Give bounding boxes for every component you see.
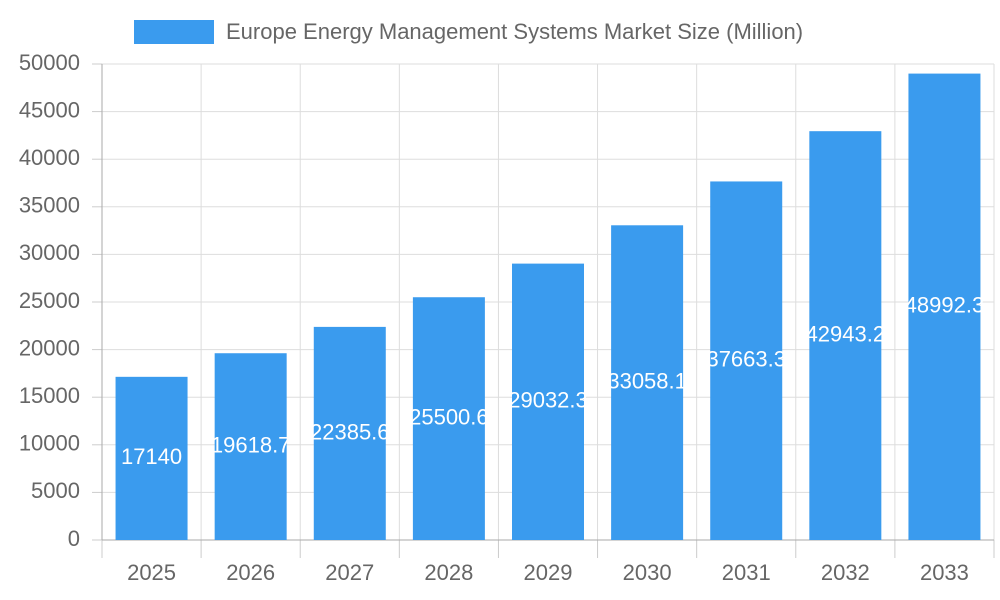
x-tick-label: 2031 [722,560,771,585]
x-tick-label: 2028 [424,560,473,585]
y-tick-label: 25000 [19,288,80,313]
bar [412,297,485,540]
x-tick-label: 2032 [821,560,870,585]
x-tick-label: 2026 [226,560,275,585]
x-tick-label: 2027 [325,560,374,585]
bar [710,181,783,541]
x-tick-label: 2025 [127,560,176,585]
y-tick-label: 40000 [19,145,80,170]
bar [313,326,386,540]
bar [512,263,584,540]
x-tick-label: 2030 [623,560,672,585]
legend-label: Europe Energy Management Systems Market … [226,19,803,44]
x-tick-label: 2029 [524,560,573,585]
value-label: 17140 [121,444,182,469]
bar [611,225,684,541]
value-label: 37663.3 [706,347,786,372]
value-label: 22385.6 [310,419,390,444]
bar [214,353,287,540]
y-tick-label: 35000 [19,193,80,218]
y-tick-label: 0 [68,526,80,551]
value-label: 25500.6 [409,404,489,429]
value-label: 42943.2 [806,321,886,346]
y-tick-label: 45000 [19,97,80,122]
y-tick-label: 20000 [19,335,80,360]
bar [908,73,981,540]
value-label: 29032.3 [508,388,588,413]
y-tick-label: 5000 [31,478,80,503]
y-tick-label: 50000 [19,50,80,75]
value-label: 33058.1 [607,368,687,393]
value-label: 19618.7 [211,432,291,457]
y-tick-label: 15000 [19,383,80,408]
bar [809,131,882,541]
legend-swatch [134,20,214,44]
y-tick-label: 30000 [19,240,80,265]
bar [115,376,188,540]
value-label: 48992.3 [905,293,985,318]
y-tick-label: 10000 [19,431,80,456]
x-tick-label: 2033 [920,560,969,585]
